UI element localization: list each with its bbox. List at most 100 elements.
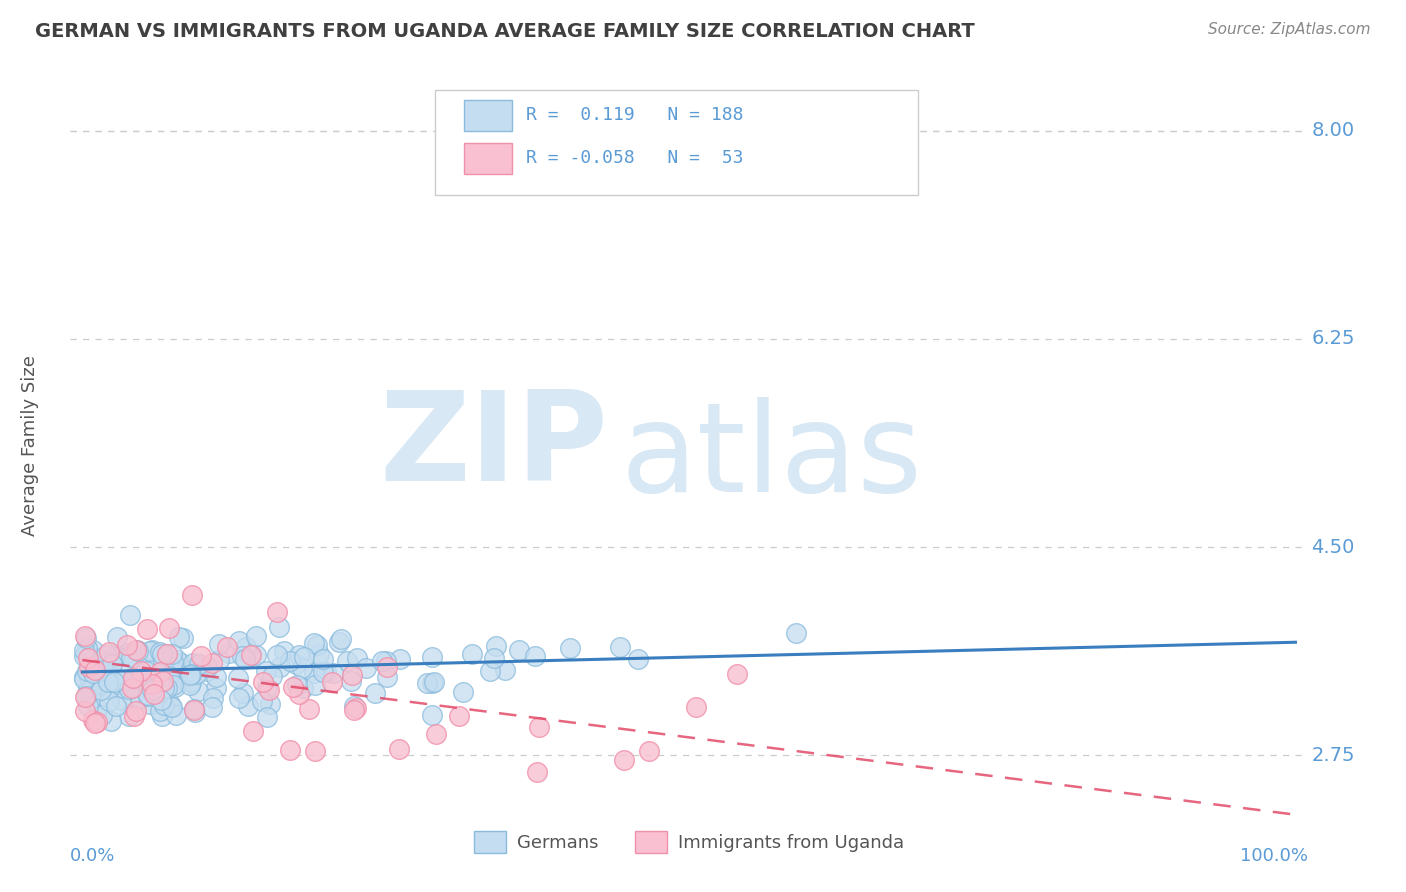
Point (340, 668, 363, 682)
Point (97, 656, 120, 670)
Point (425, 726, 447, 740)
Point (128, 691, 150, 706)
Point (266, 605, 288, 619)
Point (240, 648, 263, 662)
Point (139, 697, 162, 711)
Point (181, 657, 204, 671)
Point (524, 648, 547, 663)
Point (135, 653, 157, 667)
Point (284, 657, 307, 672)
Point (218, 646, 240, 660)
Point (298, 702, 321, 716)
Point (103, 650, 125, 665)
Point (77, 681, 100, 696)
Point (208, 637, 231, 651)
Point (336, 654, 359, 668)
Point (257, 682, 280, 697)
Point (135, 622, 157, 636)
Point (75, 632, 97, 646)
Point (288, 648, 311, 662)
Point (285, 677, 308, 691)
Point (127, 643, 149, 657)
Point (195, 664, 218, 678)
Point (94, 654, 117, 668)
Point (77, 671, 100, 685)
Point (627, 651, 650, 665)
Point (166, 653, 188, 667)
Point (180, 667, 202, 681)
Point (150, 648, 173, 662)
Point (304, 635, 326, 649)
Point (256, 681, 278, 695)
Point (343, 703, 366, 717)
Point (94, 648, 117, 662)
Point (236, 698, 259, 713)
Point (190, 648, 212, 663)
Point (179, 668, 201, 682)
Point (183, 702, 205, 716)
Point (344, 701, 367, 715)
Point (215, 640, 238, 654)
Text: R = -0.058   N =  53: R = -0.058 N = 53 (526, 149, 744, 167)
Point (142, 687, 165, 701)
Text: GERMAN VS IMMIGRANTS FROM UGANDA AVERAGE FAMILY SIZE CORRELATION CHART: GERMAN VS IMMIGRANTS FROM UGANDA AVERAGE… (35, 22, 974, 41)
FancyBboxPatch shape (464, 143, 512, 174)
Point (76, 640, 98, 655)
Point (346, 651, 368, 665)
Point (80, 692, 103, 706)
Point (374, 655, 396, 669)
Point (105, 698, 128, 713)
Point (260, 669, 283, 683)
Point (82, 656, 104, 670)
Point (508, 643, 530, 657)
Point (292, 649, 315, 664)
Point (73, 704, 96, 718)
Point (111, 673, 134, 687)
Point (364, 686, 387, 700)
Point (121, 689, 143, 703)
Point (156, 681, 179, 695)
Point (100, 714, 122, 728)
Point (131, 665, 153, 679)
Point (91, 669, 114, 683)
Point (72, 670, 94, 684)
Point (118, 608, 141, 623)
Point (93, 674, 115, 689)
Point (138, 679, 160, 693)
Point (321, 675, 343, 690)
Point (291, 661, 314, 675)
Point (162, 655, 184, 669)
Point (389, 651, 412, 665)
Point (98, 681, 121, 695)
Point (75, 690, 97, 704)
Point (129, 673, 152, 687)
Point (75, 647, 97, 661)
Point (82, 649, 104, 664)
Point (125, 673, 148, 687)
Point (103, 675, 125, 690)
Point (122, 708, 145, 723)
Point (311, 665, 333, 679)
Point (420, 650, 443, 665)
Point (118, 649, 141, 664)
Point (82, 713, 104, 727)
Point (73, 673, 96, 687)
Point (77, 651, 100, 665)
Point (228, 690, 250, 705)
Point (322, 666, 344, 681)
Point (232, 685, 254, 699)
Point (228, 634, 250, 648)
Point (245, 648, 267, 662)
Point (160, 662, 183, 676)
Point (167, 631, 190, 645)
Point (785, 626, 807, 640)
Point (252, 693, 274, 707)
FancyBboxPatch shape (464, 100, 512, 131)
Point (527, 720, 550, 734)
Point (280, 654, 302, 668)
Point (179, 664, 201, 678)
Point (343, 699, 366, 714)
Point (156, 648, 179, 662)
Point (160, 700, 183, 714)
Point (83, 676, 105, 690)
